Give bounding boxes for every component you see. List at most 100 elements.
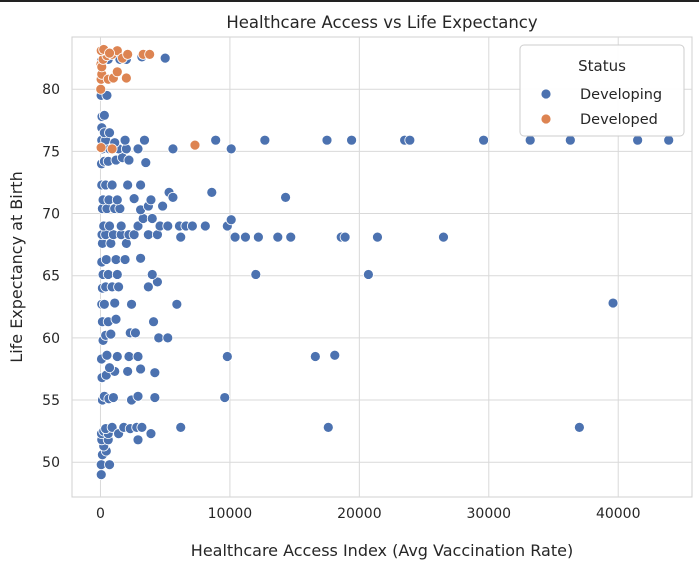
point-developing	[175, 421, 187, 433]
point-developing	[339, 231, 351, 243]
point-developed	[122, 49, 134, 60]
y-tick-label: 80	[42, 82, 60, 98]
point-developing	[132, 434, 144, 446]
point-developing	[438, 231, 449, 243]
x-tick-label: 30000	[467, 506, 512, 522]
point-developing	[250, 269, 262, 280]
point-developing	[478, 134, 490, 146]
legend: Status Developing Developed	[519, 44, 685, 137]
point-developing	[285, 231, 297, 243]
point-developing	[229, 231, 241, 243]
x-tick-labels: 0 10000 20000 30000 40000	[96, 506, 640, 522]
point-developing	[206, 187, 218, 198]
point-developed	[144, 49, 156, 60]
point-developing	[162, 332, 174, 344]
point-developing	[139, 134, 150, 146]
point-developing	[105, 328, 117, 340]
point-developed	[120, 72, 132, 84]
x-tick-label: 0	[96, 506, 105, 522]
point-developing	[153, 332, 165, 344]
point-developing	[111, 194, 123, 206]
point-developing	[219, 392, 231, 403]
y-tick-label: 75	[42, 144, 60, 160]
y-tick-label: 65	[42, 269, 60, 285]
point-developing	[145, 194, 157, 206]
point-developing	[100, 254, 112, 265]
point-developed	[106, 143, 118, 155]
point-developing	[152, 276, 163, 288]
point-developing	[95, 469, 107, 481]
point-developing	[123, 154, 135, 166]
point-developing	[167, 143, 179, 155]
point-developing	[110, 254, 122, 265]
point-developing	[240, 231, 251, 243]
point-developing	[210, 134, 222, 146]
x-tick-label: 40000	[596, 506, 641, 522]
point-developing	[175, 231, 187, 243]
point-developing	[329, 349, 341, 361]
point-developing	[122, 179, 134, 191]
point-developing	[632, 134, 644, 146]
point-developing	[102, 269, 114, 280]
point-developing	[321, 134, 333, 146]
y-tick-label: 50	[42, 455, 60, 471]
point-developing	[119, 134, 131, 146]
point-developing	[149, 367, 161, 379]
point-developing	[663, 134, 675, 146]
point-developing	[132, 143, 144, 155]
y-tick-label: 70	[42, 207, 60, 223]
point-developed	[104, 47, 115, 59]
point-developing	[104, 220, 115, 232]
legend-title: Status	[578, 57, 626, 75]
point-developing	[146, 213, 158, 224]
point-developing	[135, 363, 147, 375]
point-developing	[111, 269, 123, 280]
point-developing	[221, 351, 233, 362]
x-tick-label: 10000	[208, 506, 253, 522]
point-developing	[135, 179, 147, 191]
legend-label-developing: Developing	[580, 87, 662, 103]
point-developing	[132, 351, 144, 362]
point-developing	[148, 316, 159, 328]
y-tick-labels: 50 55 60 65 70 75 80	[42, 82, 60, 471]
point-developing	[404, 134, 416, 146]
point-developing	[106, 421, 118, 433]
point-developing	[140, 157, 152, 168]
point-developing	[130, 327, 141, 339]
x-tick-label: 20000	[337, 506, 382, 522]
point-developing	[128, 193, 140, 205]
point-developing	[564, 134, 576, 146]
point-developed	[95, 83, 107, 95]
point-developing	[135, 252, 147, 264]
point-developing	[252, 231, 264, 243]
point-developing	[104, 127, 115, 139]
point-developing	[108, 392, 119, 403]
point-developing	[145, 428, 157, 439]
point-developing	[142, 229, 154, 241]
point-developing	[132, 220, 144, 232]
point-developing	[363, 269, 374, 280]
point-developed	[95, 142, 107, 154]
point-developing	[109, 297, 121, 309]
point-developing	[162, 220, 174, 232]
point-developing	[110, 313, 122, 325]
point-developing	[115, 220, 127, 232]
y-tick-label: 55	[42, 393, 60, 409]
point-developing	[126, 298, 137, 310]
point-developing	[111, 351, 123, 362]
point-developing	[113, 281, 124, 293]
point-developed	[111, 66, 123, 78]
point-developing	[225, 214, 237, 226]
point-developing	[122, 366, 134, 377]
point-developing	[136, 421, 148, 433]
point-developing	[607, 297, 619, 309]
point-developing	[142, 281, 154, 293]
point-developing	[372, 231, 383, 243]
point-developing	[123, 351, 135, 362]
data-points	[95, 44, 675, 481]
point-developed	[189, 139, 201, 151]
y-axis-label: Life Expectancy at Birth	[7, 171, 26, 362]
point-developing	[98, 298, 110, 310]
point-developing	[157, 200, 169, 212]
